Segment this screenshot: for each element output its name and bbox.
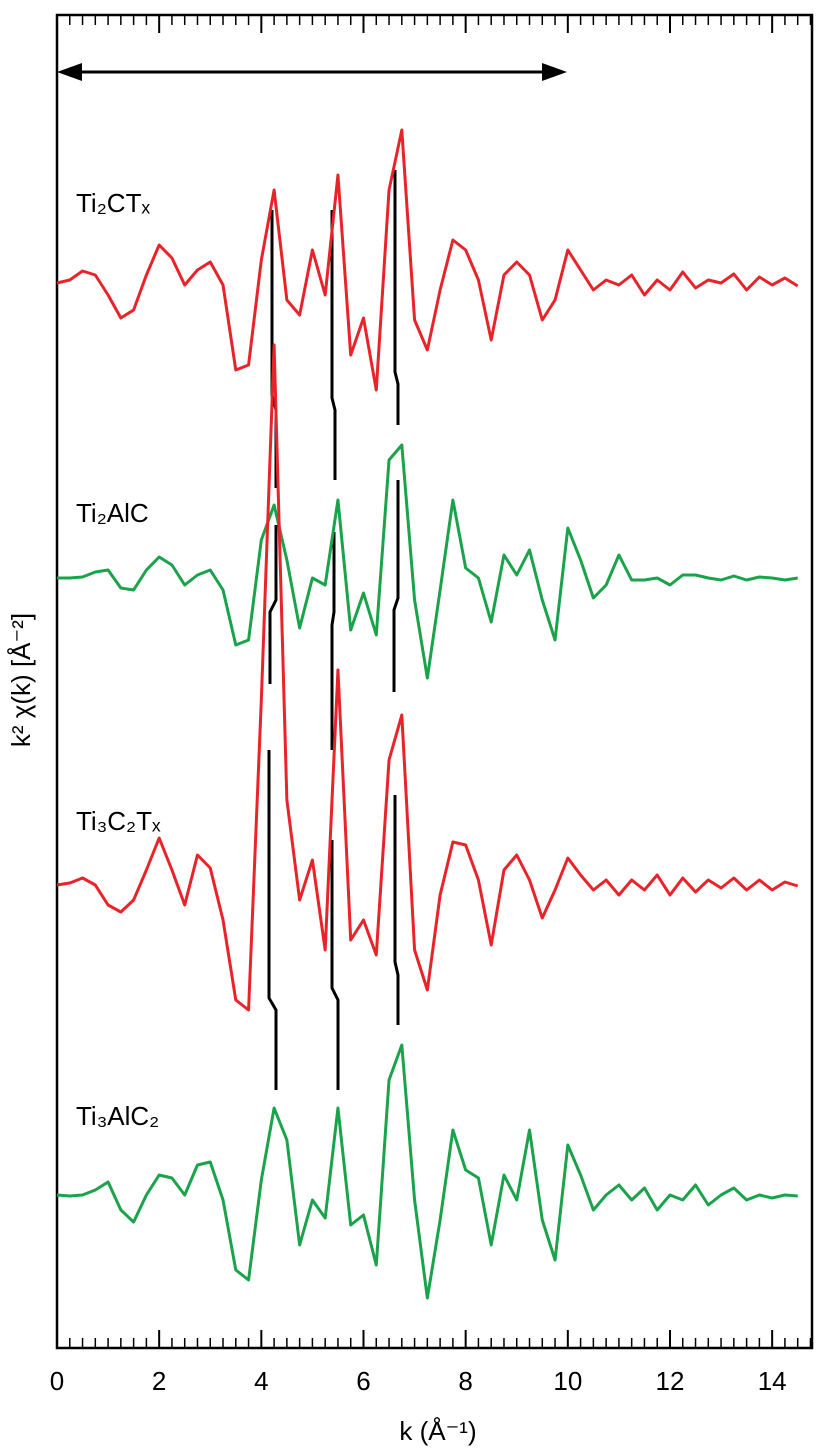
x-axis-label: k (Å⁻¹) [399,1416,476,1446]
x-tick-label: 14 [758,1366,787,1396]
plot-frame [55,13,814,1350]
series-line [56,343,799,1012]
series-label: Ti₃C₂Tₓ [76,806,161,836]
x-tick-label: 12 [656,1366,685,1396]
series-line [56,1043,798,1300]
x-tick-label: 10 [553,1366,582,1396]
series-line [57,443,798,680]
series-label: Ti₂AlC [76,498,149,528]
x-tick-label: 0 [50,1366,64,1396]
series-line [56,128,799,392]
range-arrow [57,63,567,81]
x-tick-label: 6 [356,1366,370,1396]
x-tick-label: 2 [152,1366,166,1396]
x-tick-label: 4 [254,1366,268,1396]
series-label: Ti₃AlC₂ [76,1101,159,1131]
peak-guides [267,170,400,1090]
series-label: Ti₂CTₓ [76,188,150,218]
x-tick-label: 8 [458,1366,472,1396]
y-axis-label: k² χ(k) [Å⁻²] [6,613,36,747]
